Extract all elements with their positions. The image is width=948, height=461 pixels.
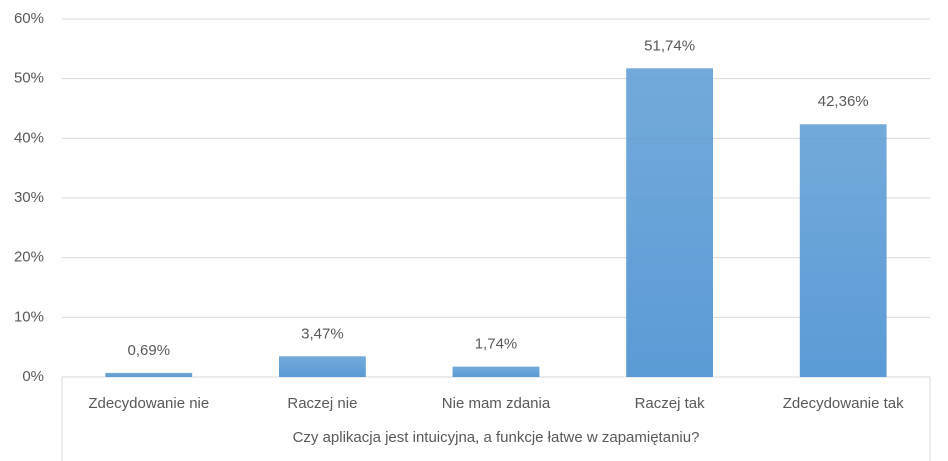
x-tick-label: Nie mam zdania <box>442 395 551 412</box>
y-tick-label: 0% <box>22 368 44 385</box>
data-label: 51,74% <box>644 37 695 54</box>
bar <box>799 124 887 377</box>
bar <box>626 68 713 377</box>
x-tick-label: Raczej nie <box>287 395 357 412</box>
y-tick-label: 50% <box>14 70 44 87</box>
bar <box>105 372 193 377</box>
data-label: 3,47% <box>301 325 344 342</box>
y-tick-label: 30% <box>14 189 44 206</box>
x-axis-label: Czy aplikacja jest intuicyjna, a funkcje… <box>293 429 700 446</box>
bar <box>452 366 540 377</box>
x-tick-label: Zdecydowanie nie <box>88 395 209 412</box>
x-tick-label: Zdecydowanie tak <box>783 395 904 412</box>
bar <box>279 356 366 377</box>
y-tick-label: 20% <box>14 249 44 266</box>
y-tick-label: 60% <box>14 10 44 27</box>
data-label: 1,74% <box>475 336 518 353</box>
y-tick-label: 40% <box>14 129 44 146</box>
y-tick-label: 10% <box>14 308 44 325</box>
data-label: 42,36% <box>818 93 869 110</box>
x-tick-label: Raczej tak <box>635 395 706 412</box>
data-label: 0,69% <box>128 342 171 359</box>
